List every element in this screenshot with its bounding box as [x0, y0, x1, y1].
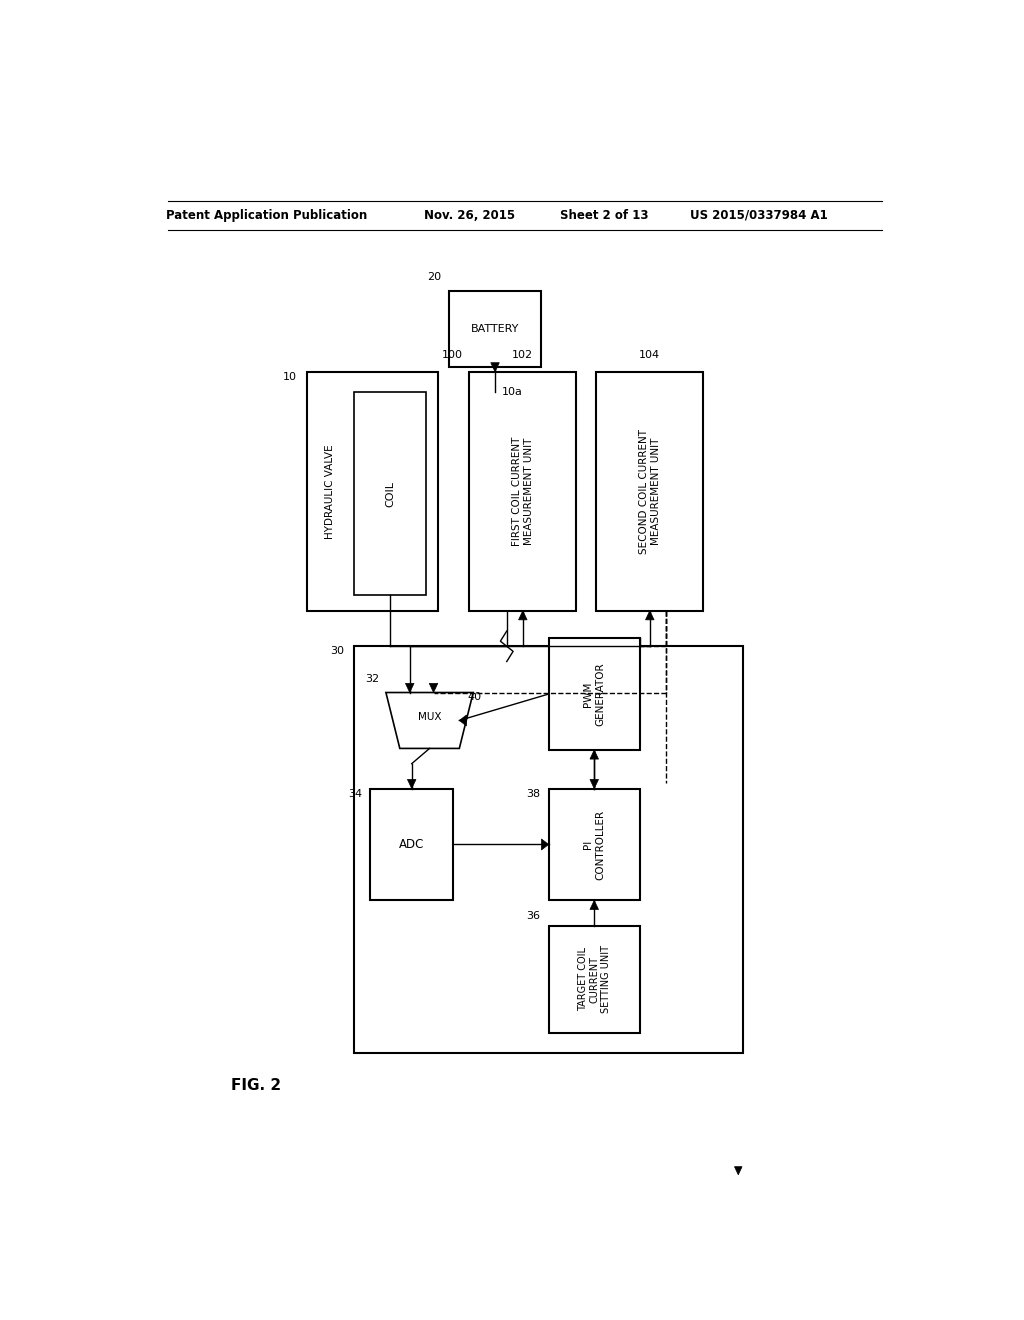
Text: 32: 32 — [366, 675, 380, 684]
Text: BATTERY: BATTERY — [471, 323, 519, 334]
Text: ADC: ADC — [399, 838, 424, 851]
Polygon shape — [386, 693, 473, 748]
Text: MUX: MUX — [418, 713, 441, 722]
Bar — [370, 788, 454, 900]
Text: PWM
GENERATOR: PWM GENERATOR — [584, 663, 605, 726]
Polygon shape — [429, 684, 438, 693]
Polygon shape — [408, 779, 416, 788]
Polygon shape — [734, 1167, 742, 1175]
Polygon shape — [406, 684, 414, 693]
Bar — [354, 392, 426, 595]
Text: PI
CONTROLLER: PI CONTROLLER — [584, 809, 605, 879]
Bar — [596, 372, 703, 611]
Bar — [469, 372, 577, 611]
Text: 40: 40 — [467, 692, 481, 702]
Text: 102: 102 — [512, 350, 534, 359]
Text: FIG. 2: FIG. 2 — [231, 1078, 282, 1093]
Text: Nov. 26, 2015: Nov. 26, 2015 — [424, 209, 515, 222]
Bar — [549, 788, 640, 900]
Text: 10: 10 — [283, 372, 297, 381]
Bar — [549, 925, 640, 1032]
Text: 100: 100 — [441, 350, 463, 359]
Text: 20: 20 — [427, 272, 441, 282]
Polygon shape — [645, 611, 654, 620]
Text: US 2015/0337984 A1: US 2015/0337984 A1 — [690, 209, 827, 222]
Polygon shape — [590, 750, 598, 759]
Text: Patent Application Publication: Patent Application Publication — [166, 209, 368, 222]
Text: 36: 36 — [526, 911, 541, 921]
Text: 34: 34 — [348, 788, 362, 799]
Text: 10a: 10a — [502, 387, 522, 397]
Polygon shape — [590, 900, 598, 909]
Text: 30: 30 — [331, 647, 345, 656]
Polygon shape — [460, 715, 467, 726]
Polygon shape — [518, 611, 527, 620]
Bar — [306, 372, 437, 611]
Text: TARGET COIL
CURRENT
SETTING UNIT: TARGET COIL CURRENT SETTING UNIT — [578, 945, 611, 1014]
Polygon shape — [542, 840, 549, 850]
Text: FIRST COIL CURRENT
MEASUREMENT UNIT: FIRST COIL CURRENT MEASUREMENT UNIT — [512, 437, 534, 546]
Text: 38: 38 — [526, 788, 541, 799]
Bar — [450, 290, 541, 367]
Polygon shape — [590, 779, 598, 788]
Text: Sheet 2 of 13: Sheet 2 of 13 — [560, 209, 648, 222]
Bar — [354, 647, 743, 1053]
Text: SECOND COIL CURRENT
MEASUREMENT UNIT: SECOND COIL CURRENT MEASUREMENT UNIT — [639, 429, 660, 554]
Bar — [549, 638, 640, 750]
Text: COIL: COIL — [385, 480, 395, 507]
Text: HYDRAULIC VALVE: HYDRAULIC VALVE — [326, 444, 336, 539]
Polygon shape — [490, 363, 500, 372]
Text: 104: 104 — [639, 350, 660, 359]
